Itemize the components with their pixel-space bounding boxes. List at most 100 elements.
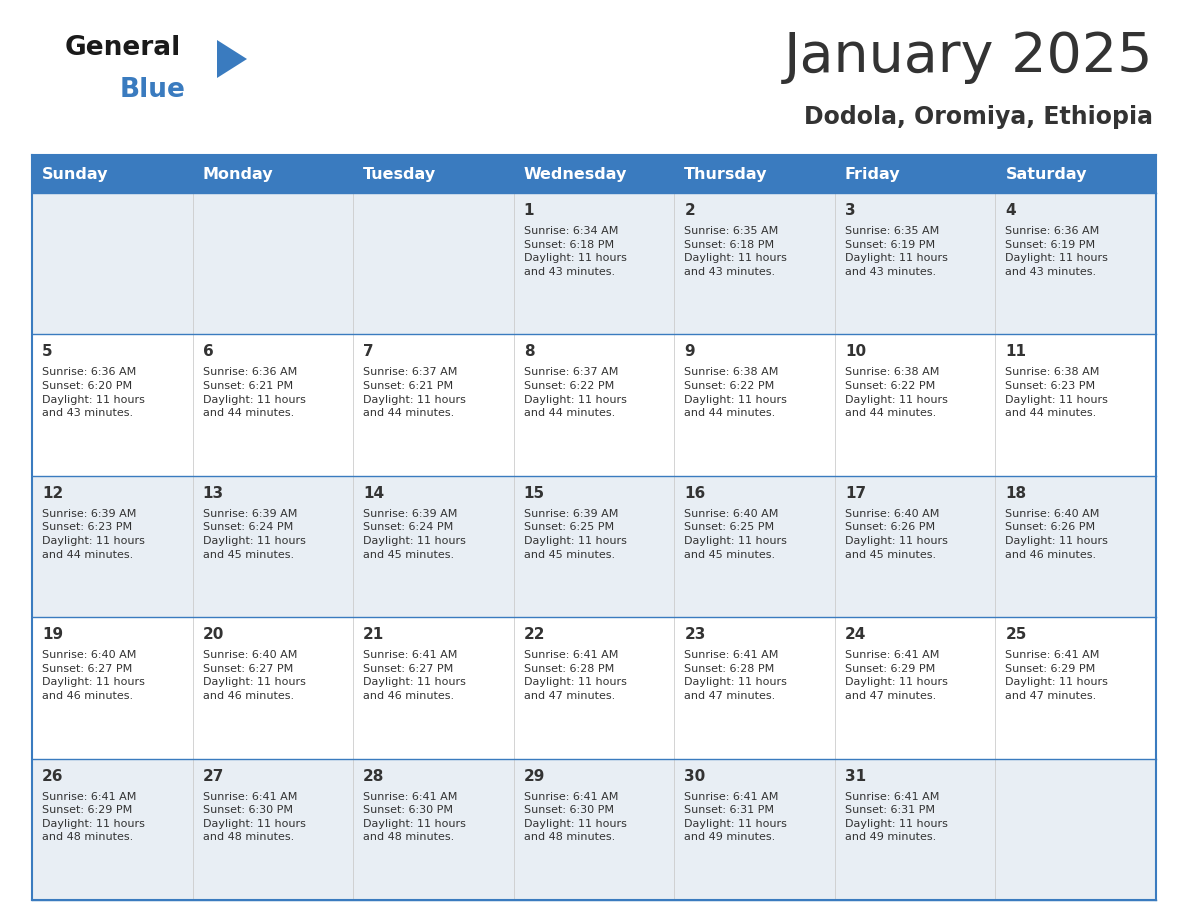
Text: Sunrise: 6:41 AM
Sunset: 6:30 PM
Daylight: 11 hours
and 48 minutes.: Sunrise: 6:41 AM Sunset: 6:30 PM Dayligh… [364,791,466,843]
Text: Sunrise: 6:41 AM
Sunset: 6:28 PM
Daylight: 11 hours
and 47 minutes.: Sunrise: 6:41 AM Sunset: 6:28 PM Dayligh… [524,650,626,701]
Bar [32,758,192,900]
Bar [835,758,996,900]
Text: 3: 3 [845,203,855,218]
Text: Tuesday: Tuesday [364,166,436,182]
Text: Sunrise: 6:35 AM
Sunset: 6:19 PM
Daylight: 11 hours
and 43 minutes.: Sunrise: 6:35 AM Sunset: 6:19 PM Dayligh… [845,226,948,277]
Text: Sunrise: 6:41 AM
Sunset: 6:29 PM
Daylight: 11 hours
and 47 minutes.: Sunrise: 6:41 AM Sunset: 6:29 PM Dayligh… [1005,650,1108,701]
Text: General: General [65,35,182,61]
Text: Sunrise: 6:38 AM
Sunset: 6:22 PM
Daylight: 11 hours
and 44 minutes.: Sunrise: 6:38 AM Sunset: 6:22 PM Dayligh… [845,367,948,419]
Bar [996,193,1156,334]
Text: Blue: Blue [120,77,185,103]
Text: 21: 21 [364,627,385,643]
Bar [32,155,192,193]
Text: Wednesday: Wednesday [524,166,627,182]
Text: Sunrise: 6:41 AM
Sunset: 6:28 PM
Daylight: 11 hours
and 47 minutes.: Sunrise: 6:41 AM Sunset: 6:28 PM Dayligh… [684,650,788,701]
Text: Sunrise: 6:37 AM
Sunset: 6:21 PM
Daylight: 11 hours
and 44 minutes.: Sunrise: 6:37 AM Sunset: 6:21 PM Dayligh… [364,367,466,419]
Bar [996,155,1156,193]
Text: 23: 23 [684,627,706,643]
Text: Sunday: Sunday [42,166,108,182]
Text: 29: 29 [524,768,545,784]
Bar [353,334,513,476]
Text: 19: 19 [42,627,63,643]
Text: 4: 4 [1005,203,1016,218]
Text: Sunrise: 6:41 AM
Sunset: 6:30 PM
Daylight: 11 hours
and 48 minutes.: Sunrise: 6:41 AM Sunset: 6:30 PM Dayligh… [203,791,305,843]
Text: Thursday: Thursday [684,166,767,182]
Bar [513,617,675,758]
Text: 10: 10 [845,344,866,360]
Bar [675,155,835,193]
Bar [192,758,353,900]
Text: Sunrise: 6:40 AM
Sunset: 6:26 PM
Daylight: 11 hours
and 45 minutes.: Sunrise: 6:40 AM Sunset: 6:26 PM Dayligh… [845,509,948,560]
Bar [835,617,996,758]
Text: Sunrise: 6:36 AM
Sunset: 6:19 PM
Daylight: 11 hours
and 43 minutes.: Sunrise: 6:36 AM Sunset: 6:19 PM Dayligh… [1005,226,1108,277]
Bar [353,758,513,900]
Text: 1: 1 [524,203,535,218]
Bar [192,334,353,476]
Bar [353,193,513,334]
Bar [996,334,1156,476]
Text: 14: 14 [364,486,384,501]
Text: 20: 20 [203,627,225,643]
Text: Sunrise: 6:41 AM
Sunset: 6:29 PM
Daylight: 11 hours
and 47 minutes.: Sunrise: 6:41 AM Sunset: 6:29 PM Dayligh… [845,650,948,701]
Bar [513,334,675,476]
Text: 26: 26 [42,768,63,784]
Bar [32,334,192,476]
Bar [192,155,353,193]
Text: Sunrise: 6:41 AM
Sunset: 6:29 PM
Daylight: 11 hours
and 48 minutes.: Sunrise: 6:41 AM Sunset: 6:29 PM Dayligh… [42,791,145,843]
Bar [675,758,835,900]
Bar [513,155,675,193]
Polygon shape [217,40,247,78]
Text: Sunrise: 6:40 AM
Sunset: 6:26 PM
Daylight: 11 hours
and 46 minutes.: Sunrise: 6:40 AM Sunset: 6:26 PM Dayligh… [1005,509,1108,560]
Bar [996,617,1156,758]
Text: Friday: Friday [845,166,901,182]
Text: 9: 9 [684,344,695,360]
Text: Sunrise: 6:35 AM
Sunset: 6:18 PM
Daylight: 11 hours
and 43 minutes.: Sunrise: 6:35 AM Sunset: 6:18 PM Dayligh… [684,226,788,277]
Text: 30: 30 [684,768,706,784]
Text: 12: 12 [42,486,63,501]
Bar [835,193,996,334]
Text: Sunrise: 6:41 AM
Sunset: 6:30 PM
Daylight: 11 hours
and 48 minutes.: Sunrise: 6:41 AM Sunset: 6:30 PM Dayligh… [524,791,626,843]
Text: 11: 11 [1005,344,1026,360]
Text: 7: 7 [364,344,374,360]
Text: 27: 27 [203,768,225,784]
Text: Sunrise: 6:39 AM
Sunset: 6:24 PM
Daylight: 11 hours
and 45 minutes.: Sunrise: 6:39 AM Sunset: 6:24 PM Dayligh… [203,509,305,560]
Text: 31: 31 [845,768,866,784]
Text: Sunrise: 6:40 AM
Sunset: 6:27 PM
Daylight: 11 hours
and 46 minutes.: Sunrise: 6:40 AM Sunset: 6:27 PM Dayligh… [203,650,305,701]
Text: 5: 5 [42,344,52,360]
Bar [32,476,192,617]
Text: Sunrise: 6:40 AM
Sunset: 6:25 PM
Daylight: 11 hours
and 45 minutes.: Sunrise: 6:40 AM Sunset: 6:25 PM Dayligh… [684,509,788,560]
Bar [192,476,353,617]
Bar [353,155,513,193]
Text: Sunrise: 6:40 AM
Sunset: 6:27 PM
Daylight: 11 hours
and 46 minutes.: Sunrise: 6:40 AM Sunset: 6:27 PM Dayligh… [42,650,145,701]
Text: 17: 17 [845,486,866,501]
Bar [192,617,353,758]
Text: 16: 16 [684,486,706,501]
Text: 13: 13 [203,486,223,501]
Bar [835,476,996,617]
Text: Sunrise: 6:36 AM
Sunset: 6:20 PM
Daylight: 11 hours
and 43 minutes.: Sunrise: 6:36 AM Sunset: 6:20 PM Dayligh… [42,367,145,419]
Bar [675,193,835,334]
Text: Sunrise: 6:39 AM
Sunset: 6:25 PM
Daylight: 11 hours
and 45 minutes.: Sunrise: 6:39 AM Sunset: 6:25 PM Dayligh… [524,509,626,560]
Text: Sunrise: 6:41 AM
Sunset: 6:27 PM
Daylight: 11 hours
and 46 minutes.: Sunrise: 6:41 AM Sunset: 6:27 PM Dayligh… [364,650,466,701]
Text: 18: 18 [1005,486,1026,501]
Text: 24: 24 [845,627,866,643]
Text: Sunrise: 6:39 AM
Sunset: 6:24 PM
Daylight: 11 hours
and 45 minutes.: Sunrise: 6:39 AM Sunset: 6:24 PM Dayligh… [364,509,466,560]
Bar [32,193,192,334]
Bar [353,476,513,617]
Bar [32,617,192,758]
Text: Dodola, Oromiya, Ethiopia: Dodola, Oromiya, Ethiopia [804,105,1154,129]
Bar [192,193,353,334]
Text: Sunrise: 6:39 AM
Sunset: 6:23 PM
Daylight: 11 hours
and 44 minutes.: Sunrise: 6:39 AM Sunset: 6:23 PM Dayligh… [42,509,145,560]
Text: 15: 15 [524,486,545,501]
Text: Sunrise: 6:34 AM
Sunset: 6:18 PM
Daylight: 11 hours
and 43 minutes.: Sunrise: 6:34 AM Sunset: 6:18 PM Dayligh… [524,226,626,277]
Text: January 2025: January 2025 [784,30,1154,84]
Text: Sunrise: 6:37 AM
Sunset: 6:22 PM
Daylight: 11 hours
and 44 minutes.: Sunrise: 6:37 AM Sunset: 6:22 PM Dayligh… [524,367,626,419]
Bar [513,193,675,334]
Bar [675,334,835,476]
Text: 6: 6 [203,344,214,360]
Bar [513,758,675,900]
Bar [996,758,1156,900]
Bar [835,155,996,193]
Text: Sunrise: 6:41 AM
Sunset: 6:31 PM
Daylight: 11 hours
and 49 minutes.: Sunrise: 6:41 AM Sunset: 6:31 PM Dayligh… [684,791,788,843]
Bar [353,617,513,758]
